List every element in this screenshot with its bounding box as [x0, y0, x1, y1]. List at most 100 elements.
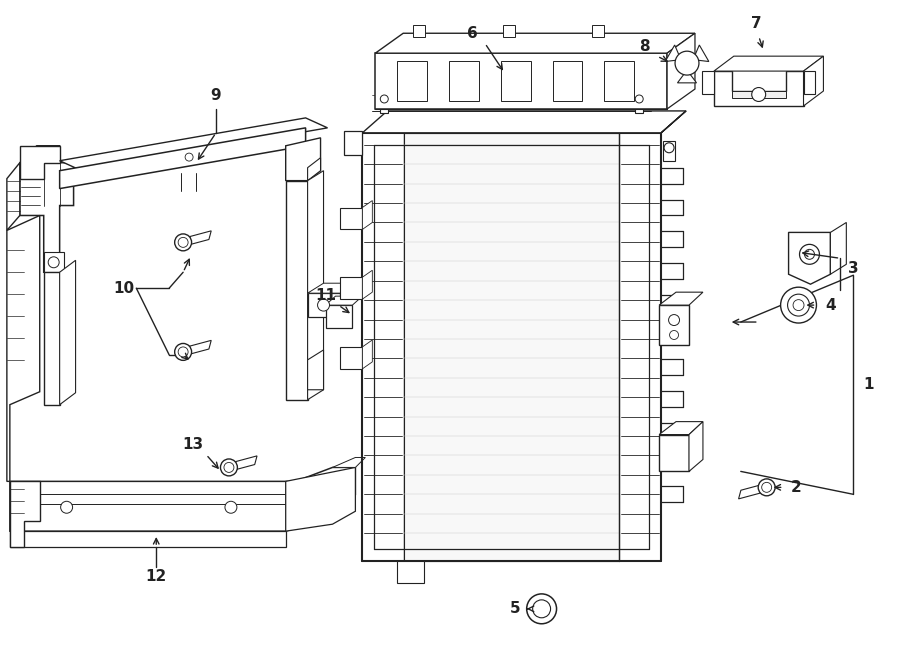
Circle shape	[799, 244, 819, 264]
Circle shape	[635, 95, 644, 103]
Polygon shape	[662, 111, 686, 133]
Polygon shape	[59, 128, 306, 189]
Text: 5: 5	[509, 601, 520, 616]
Polygon shape	[375, 33, 695, 53]
Polygon shape	[182, 231, 212, 247]
Polygon shape	[182, 340, 212, 356]
Text: 8: 8	[639, 38, 650, 54]
Polygon shape	[363, 270, 373, 299]
Text: 13: 13	[183, 437, 203, 452]
Polygon shape	[285, 181, 308, 400]
Polygon shape	[308, 283, 356, 293]
Circle shape	[670, 330, 679, 340]
Text: 6: 6	[466, 26, 477, 41]
Text: 9: 9	[211, 89, 221, 103]
Circle shape	[675, 51, 699, 75]
Polygon shape	[326, 296, 363, 305]
Circle shape	[178, 347, 188, 357]
Circle shape	[178, 238, 188, 248]
Circle shape	[758, 479, 775, 496]
Circle shape	[185, 153, 193, 161]
Polygon shape	[714, 71, 804, 106]
Polygon shape	[592, 25, 604, 37]
Polygon shape	[449, 61, 479, 101]
Polygon shape	[693, 45, 709, 62]
Polygon shape	[665, 45, 681, 62]
Polygon shape	[340, 277, 363, 299]
Polygon shape	[332, 457, 365, 467]
Circle shape	[664, 143, 674, 153]
Circle shape	[669, 314, 680, 326]
Circle shape	[49, 257, 59, 267]
Circle shape	[175, 234, 192, 251]
Polygon shape	[663, 141, 675, 161]
Polygon shape	[20, 146, 59, 179]
Polygon shape	[20, 146, 74, 272]
Text: 3: 3	[848, 261, 859, 276]
Polygon shape	[59, 260, 76, 404]
Polygon shape	[44, 272, 59, 404]
Polygon shape	[604, 61, 634, 101]
Circle shape	[793, 300, 804, 310]
Polygon shape	[326, 305, 353, 328]
Text: 2: 2	[791, 480, 802, 495]
Polygon shape	[10, 467, 356, 531]
Polygon shape	[788, 232, 831, 284]
Polygon shape	[659, 434, 689, 471]
Polygon shape	[659, 422, 703, 434]
Polygon shape	[739, 483, 768, 499]
Polygon shape	[7, 216, 40, 481]
Polygon shape	[397, 561, 424, 583]
Polygon shape	[702, 71, 714, 94]
Text: 1: 1	[863, 377, 874, 393]
Polygon shape	[397, 61, 427, 101]
Polygon shape	[7, 163, 20, 230]
Polygon shape	[308, 293, 340, 317]
Circle shape	[225, 501, 237, 513]
Circle shape	[780, 287, 816, 323]
Polygon shape	[503, 25, 515, 37]
Polygon shape	[375, 53, 667, 109]
Polygon shape	[44, 252, 64, 272]
Polygon shape	[308, 350, 323, 390]
Polygon shape	[732, 91, 786, 98]
Circle shape	[533, 600, 551, 618]
Polygon shape	[340, 207, 363, 230]
Text: 10: 10	[112, 281, 134, 296]
Polygon shape	[285, 467, 356, 531]
Polygon shape	[553, 61, 582, 101]
Circle shape	[805, 250, 814, 260]
Polygon shape	[413, 25, 425, 37]
Polygon shape	[659, 292, 703, 305]
Polygon shape	[10, 481, 40, 547]
Circle shape	[60, 501, 73, 513]
Polygon shape	[804, 56, 824, 106]
Text: 11: 11	[315, 288, 336, 303]
Polygon shape	[345, 131, 363, 155]
Polygon shape	[308, 158, 320, 181]
Polygon shape	[500, 61, 531, 101]
Polygon shape	[659, 305, 689, 345]
Polygon shape	[404, 133, 619, 561]
Polygon shape	[228, 456, 257, 472]
Polygon shape	[363, 111, 686, 133]
Circle shape	[761, 483, 771, 493]
Polygon shape	[714, 56, 824, 71]
Circle shape	[224, 463, 234, 473]
Circle shape	[318, 299, 329, 311]
Polygon shape	[678, 70, 697, 83]
Polygon shape	[285, 138, 320, 181]
Polygon shape	[363, 340, 373, 369]
Circle shape	[526, 594, 556, 624]
Polygon shape	[804, 71, 815, 94]
Text: 7: 7	[752, 16, 762, 31]
Circle shape	[788, 294, 809, 316]
Polygon shape	[635, 101, 644, 113]
Polygon shape	[381, 101, 388, 113]
Text: 12: 12	[146, 569, 166, 585]
Polygon shape	[689, 422, 703, 471]
Circle shape	[175, 344, 192, 360]
Circle shape	[381, 95, 388, 103]
Polygon shape	[340, 347, 363, 369]
Text: 4: 4	[825, 298, 836, 312]
